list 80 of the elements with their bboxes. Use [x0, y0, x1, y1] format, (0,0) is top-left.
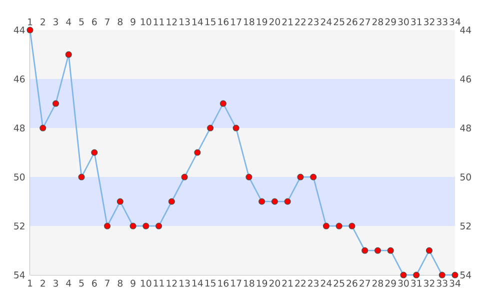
x2-tick-label: 11 — [154, 280, 164, 287]
x2-tick-label: 21 — [282, 280, 293, 287]
x-tick-label: 19 — [256, 18, 268, 26]
x-tick-label: 8 — [118, 18, 122, 26]
y-tick-label: 46 — [14, 75, 25, 83]
y-tick-label: 50 — [14, 173, 25, 181]
x-tick-label: 5 — [79, 18, 84, 26]
x-tick-label: 6 — [92, 18, 97, 26]
x-tick-label: 22 — [295, 18, 306, 26]
x2-tick-label: 26 — [346, 280, 358, 287]
x-tick-label: 15 — [205, 18, 216, 26]
x-tick-label: 32 — [424, 18, 434, 26]
x2-tick-label: 2 — [40, 280, 45, 287]
x2-tick-label: 16 — [218, 280, 229, 287]
x2-tick-label: 3 — [54, 280, 58, 287]
x2-tick-label: 13 — [180, 280, 190, 287]
x2-tick-label: 28 — [372, 280, 384, 287]
x2-tick-label: 4 — [66, 280, 72, 287]
x-tick-label: 3 — [54, 18, 58, 26]
x-tick-label: 34 — [450, 18, 460, 26]
x2-tick-label: 31 — [411, 280, 422, 287]
y2-tick-label: 46 — [460, 75, 471, 83]
x-tick-label: 23 — [308, 18, 319, 26]
x-tick-label: 27 — [360, 18, 370, 26]
x-tick-label: 24 — [320, 18, 332, 26]
x2-tick-label: 29 — [385, 280, 396, 287]
x2-tick-label: 12 — [166, 280, 177, 287]
x2-tick-label: 5 — [79, 280, 84, 287]
x2-tick-label: 7 — [105, 280, 110, 287]
x2-tick-label: 15 — [205, 280, 216, 287]
x-tick-label: 4 — [66, 18, 72, 26]
x-tick-label: 30 — [398, 18, 409, 26]
y-tick-label: 52 — [14, 222, 24, 230]
x-tick-label: 2 — [40, 18, 45, 26]
x2-tick-label: 25 — [334, 280, 344, 287]
x2-tick-label: 23 — [308, 280, 319, 287]
y2-tick-label: 48 — [460, 124, 471, 132]
x2-tick-label: 22 — [295, 280, 306, 287]
x-tick-label: 31 — [411, 18, 422, 26]
x-tick-label: 14 — [192, 18, 203, 26]
x-tick-label: 20 — [269, 18, 280, 26]
x-tick-label: 16 — [218, 18, 229, 26]
x-tick-label: 28 — [372, 18, 384, 26]
x-tick-label: 29 — [385, 18, 396, 26]
y2-tick-label: 44 — [460, 26, 472, 34]
x2-tick-label: 9 — [130, 280, 136, 287]
x-tick-label: 11 — [154, 18, 164, 26]
y-tick-label: 44 — [14, 26, 25, 34]
x2-tick-label: 24 — [320, 280, 332, 287]
y2-tick-label: 54 — [460, 272, 472, 278]
x-tick-label: 17 — [231, 18, 242, 26]
y-tick-label: 48 — [14, 124, 25, 132]
x-tick-label: 12 — [166, 18, 177, 26]
x2-tick-label: 27 — [360, 280, 370, 287]
x-tick-label: 9 — [130, 18, 136, 26]
x2-tick-label: 19 — [256, 280, 268, 287]
y-tick-label: 54 — [14, 272, 25, 278]
x2-tick-label: 17 — [231, 280, 242, 287]
x2-tick-label: 32 — [424, 280, 434, 287]
y2-tick-label: 52 — [460, 222, 471, 230]
x2-tick-label: 10 — [140, 280, 152, 287]
x2-tick-label: 34 — [450, 280, 460, 287]
x2-tick-label: 20 — [269, 280, 280, 287]
x2-tick-label: 8 — [118, 280, 122, 287]
x-tick-label: 18 — [244, 18, 254, 26]
x-tick-label: 7 — [105, 18, 110, 26]
x-tick-label: 33 — [436, 18, 448, 26]
x2-tick-label: 30 — [398, 280, 409, 287]
x2-tick-label: 1 — [28, 280, 32, 287]
x2-tick-label: 14 — [192, 280, 203, 287]
y2-tick-label: 50 — [460, 173, 471, 181]
x2-tick-label: 18 — [244, 280, 254, 287]
x-tick-label: 1 — [28, 18, 32, 26]
x2-tick-label: 6 — [92, 280, 97, 287]
x2-tick-label: 33 — [436, 280, 448, 287]
x-tick-label: 10 — [140, 18, 152, 26]
x-tick-label: 13 — [180, 18, 190, 26]
x-tick-label: 21 — [282, 18, 293, 26]
x-tick-label: 25 — [334, 18, 344, 26]
x-tick-label: 26 — [346, 18, 358, 26]
